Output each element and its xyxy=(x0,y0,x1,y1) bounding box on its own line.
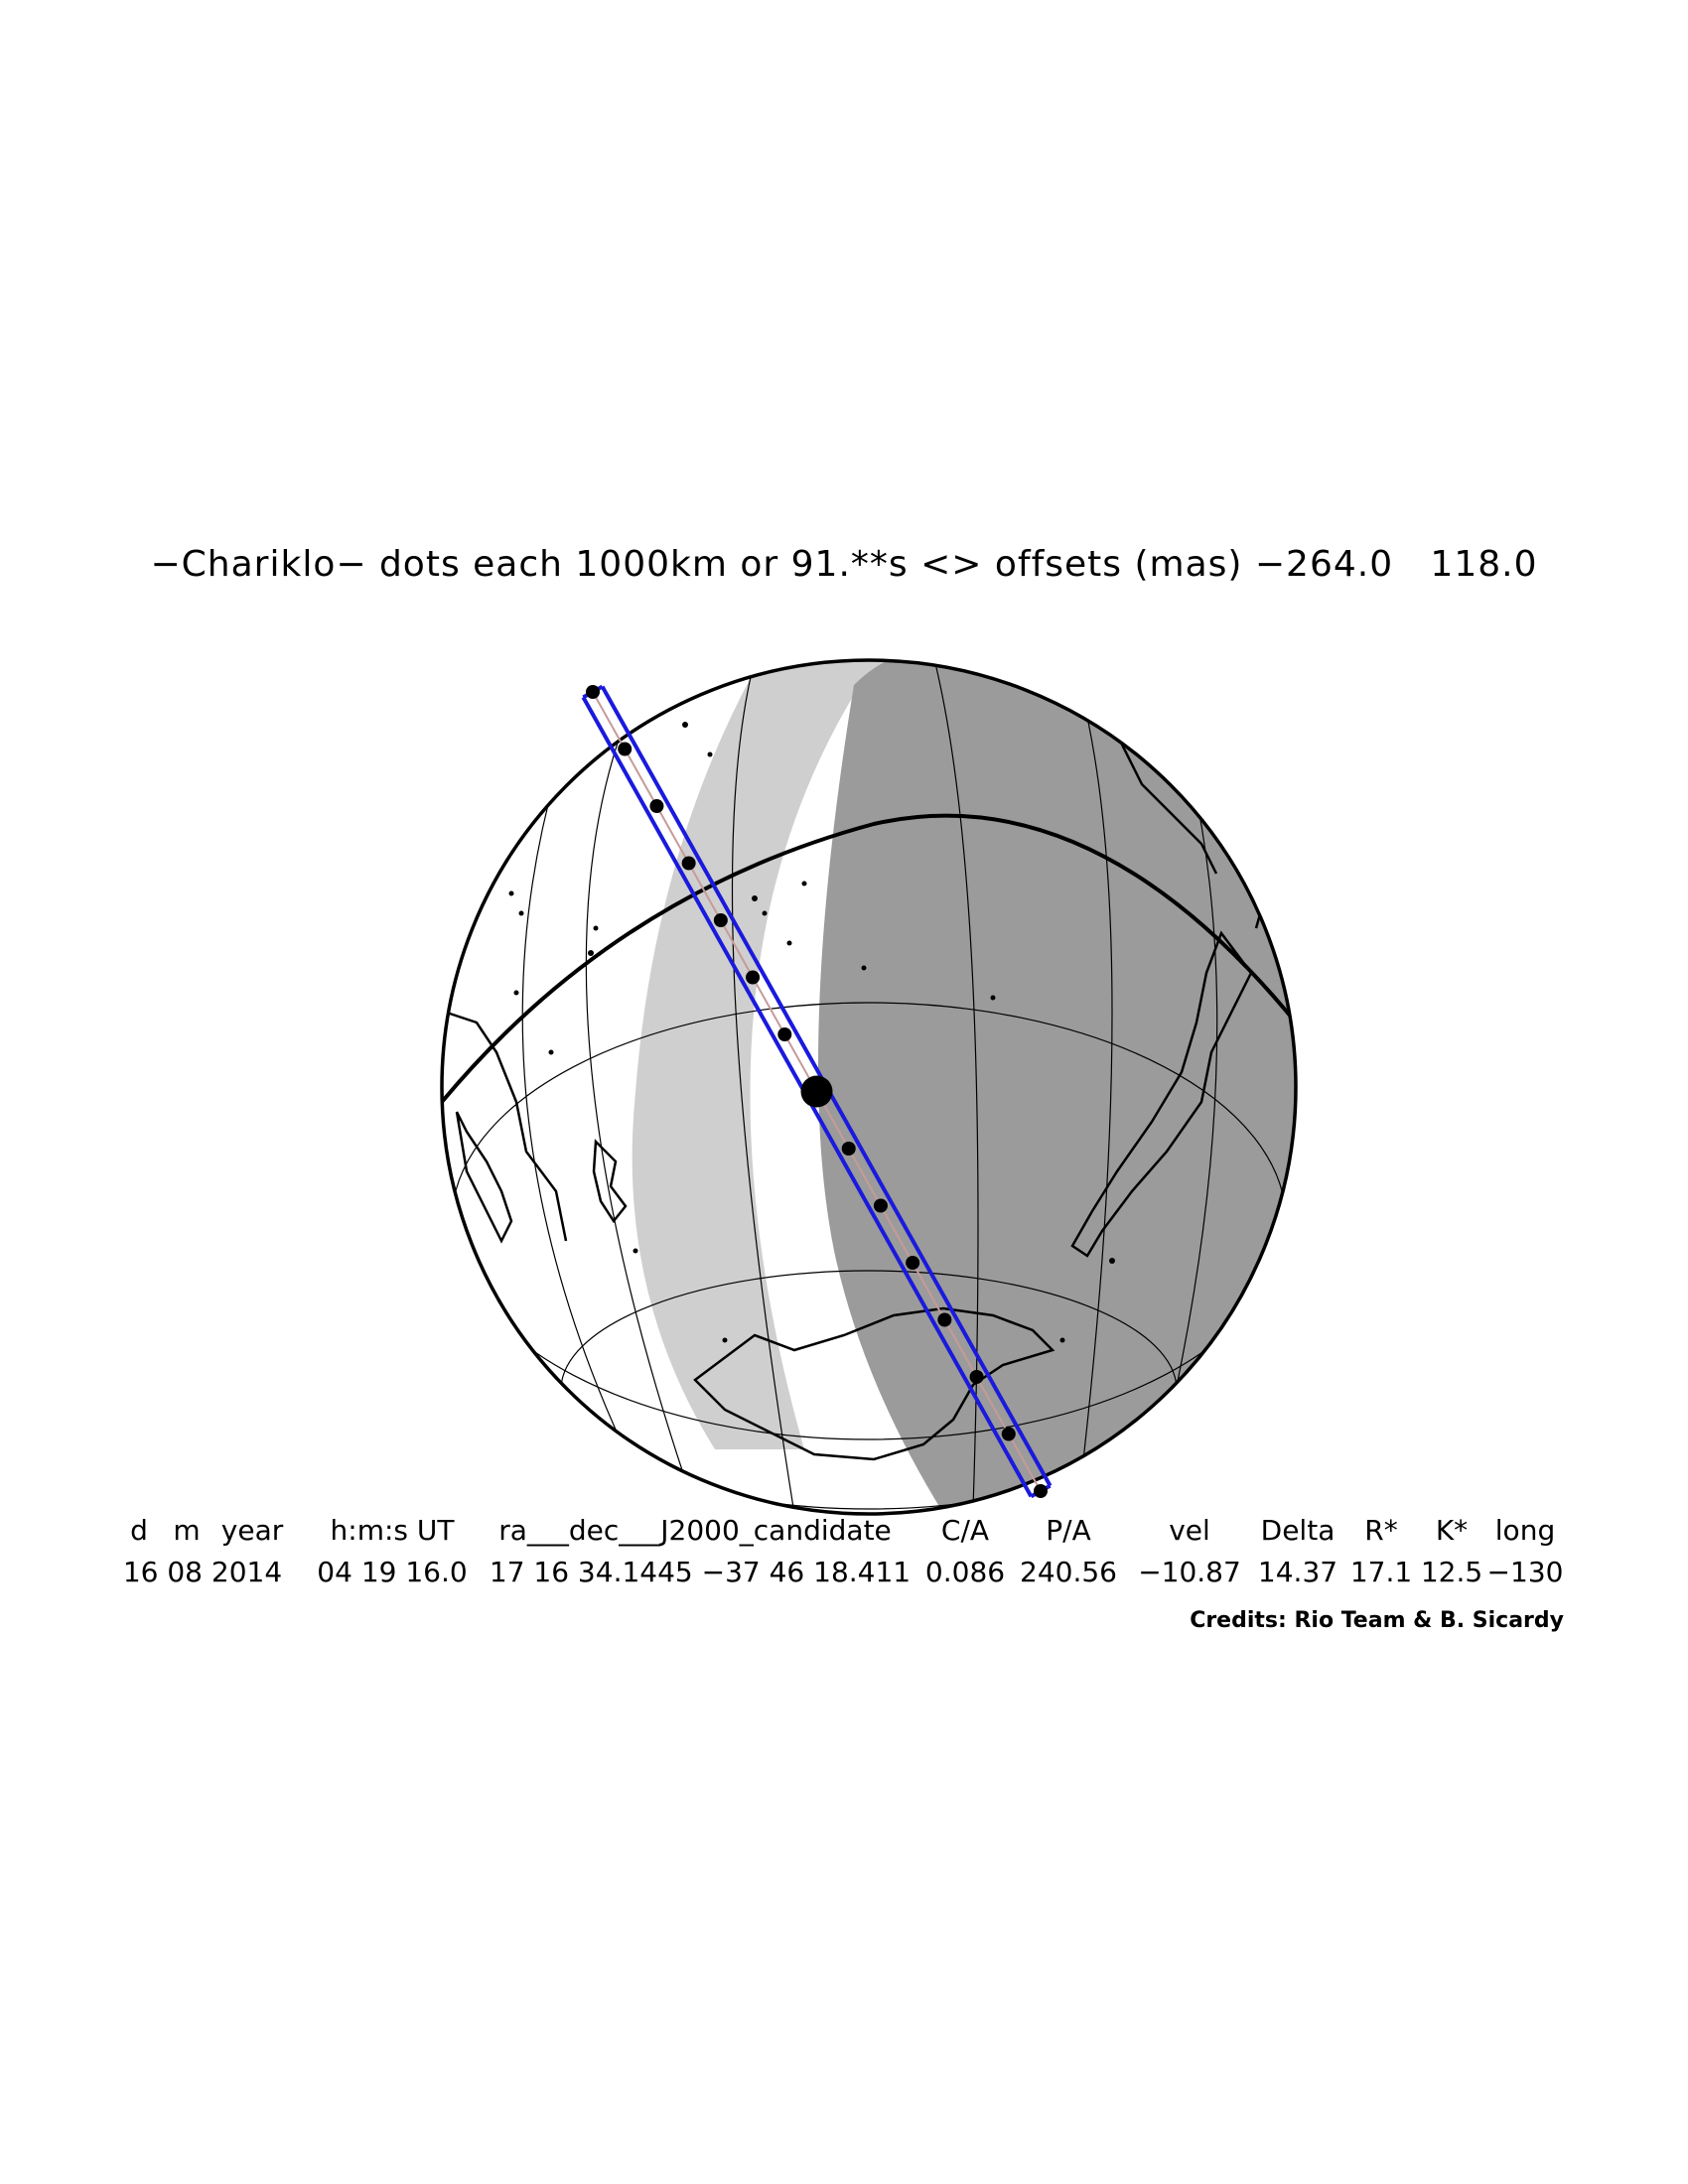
island xyxy=(752,895,758,901)
island xyxy=(1059,1337,1065,1343)
table-header-cell: ra___dec___J2000_candidate xyxy=(498,1514,892,1547)
table-value-cell: 14.37 xyxy=(1257,1556,1338,1588)
shadow-path-dot xyxy=(618,742,633,756)
table-header-cell: year xyxy=(220,1514,284,1547)
meridian-line xyxy=(585,694,686,1480)
table-value-cell: 04 19 16.0 xyxy=(317,1556,468,1588)
shadow-path-dot xyxy=(586,685,600,699)
island xyxy=(518,910,524,916)
shadow-path-dot xyxy=(777,1027,792,1041)
island xyxy=(707,751,713,757)
island xyxy=(990,995,996,1001)
globe-outline xyxy=(440,658,1298,1516)
shadow-path-dot xyxy=(937,1312,952,1327)
island xyxy=(593,925,599,931)
island xyxy=(513,990,519,996)
table-header-cell: C/A xyxy=(940,1514,990,1547)
eastern-australia-coastline xyxy=(455,1111,513,1244)
island xyxy=(548,1049,554,1055)
shadow-path-dot xyxy=(681,856,696,871)
island xyxy=(801,881,807,887)
table-value-cell: 17.1 xyxy=(1349,1556,1413,1588)
shadow-path-dot xyxy=(746,970,761,985)
south-america-coastline xyxy=(1070,930,1253,1258)
island xyxy=(682,722,688,728)
table-value-cell: 12.5 xyxy=(1420,1556,1483,1588)
table-value-cell: 240.56 xyxy=(1020,1556,1117,1588)
table-header-cell: R* xyxy=(1364,1514,1398,1547)
meridian-line xyxy=(731,660,795,1514)
meridian-line xyxy=(1081,694,1113,1470)
table-header-cell: vel xyxy=(1169,1514,1210,1547)
shadow-path-dot xyxy=(713,913,728,927)
islands xyxy=(508,722,1115,1343)
island xyxy=(722,1337,728,1343)
australia-coastline xyxy=(446,1011,568,1242)
island xyxy=(633,1248,638,1254)
table-header-cell: P/A xyxy=(1046,1514,1091,1547)
night-region xyxy=(818,660,1296,1514)
table-value-cell: −130 xyxy=(1486,1556,1564,1588)
table-header-cell: K* xyxy=(1435,1514,1469,1547)
island xyxy=(861,965,867,971)
shadow-path-dot xyxy=(906,1256,920,1270)
twilight-region xyxy=(632,660,993,1449)
shadow-path-dot xyxy=(649,799,664,813)
closest-approach-marker xyxy=(800,1075,833,1108)
table-value-cell: 17 16 34.1445 −37 46 18.411 xyxy=(489,1556,912,1588)
meridian-line xyxy=(932,660,979,1510)
meridian-line xyxy=(521,773,617,1431)
plot-title: −Chariklo− dots each 1000km or 91.**s <>… xyxy=(150,544,1538,585)
island xyxy=(508,890,514,896)
table-value-cell: 16 08 2014 xyxy=(122,1556,283,1588)
table-header-cell: Delta xyxy=(1260,1514,1336,1547)
table-value-cell: −10.87 xyxy=(1138,1556,1241,1588)
table-header-cell: d xyxy=(130,1514,148,1547)
island xyxy=(786,940,792,946)
shadow-path-dot xyxy=(1034,1484,1048,1498)
island xyxy=(762,910,768,916)
shadow-path-dots xyxy=(586,685,1048,1498)
shadow-path-dot xyxy=(1001,1427,1016,1441)
shadow-path-dot xyxy=(841,1142,856,1156)
table-header-cell: m xyxy=(173,1514,201,1547)
island xyxy=(588,950,594,956)
equator-line xyxy=(442,813,1296,1104)
antarctica-coastline xyxy=(693,1306,1055,1461)
new-zealand-coastline xyxy=(592,1139,628,1224)
table-value-cell: 0.086 xyxy=(924,1556,1006,1588)
shadow-path-dot xyxy=(969,1370,984,1384)
island xyxy=(1109,1258,1115,1264)
shadow-path-dot xyxy=(873,1198,888,1213)
credits-text: Credits: Rio Team & B. Sicardy xyxy=(1190,1608,1564,1633)
table-header-cell: h:m:s UT xyxy=(330,1514,455,1547)
table-header-cell: long xyxy=(1494,1514,1556,1547)
